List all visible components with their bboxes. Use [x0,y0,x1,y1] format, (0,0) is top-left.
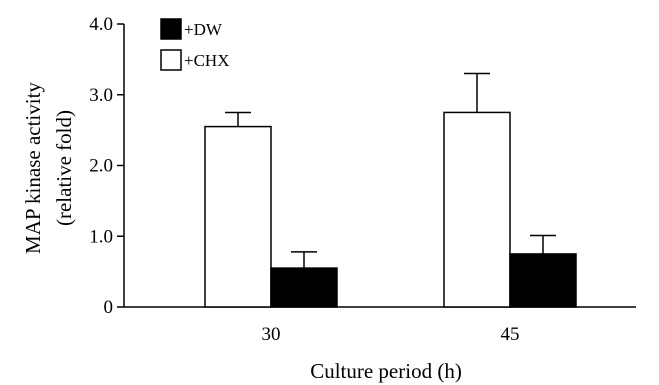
legend-label: +CHX [184,51,229,70]
y-tick-label: 3.0 [89,85,113,106]
x-axis-title: Culture period (h) [310,359,462,383]
y-axis-title-line-1: MAP kinase activity [21,82,45,254]
y-tick-label: 0 [104,297,114,318]
y-tick-label: 1.0 [89,226,113,247]
bar [270,267,338,308]
legend-swatch [160,49,182,71]
bar [509,253,577,308]
x-tick-label: 30 [262,324,281,345]
y-tick-label: 4.0 [89,14,113,35]
y-axis-title-line-2: (relative fold) [52,110,76,226]
x-tick-label: 45 [501,324,520,345]
legend-label: +DW [184,20,223,39]
legend-swatch [160,18,182,40]
bar [204,125,272,308]
y-tick-label: 2.0 [89,156,113,177]
bar [443,111,511,308]
